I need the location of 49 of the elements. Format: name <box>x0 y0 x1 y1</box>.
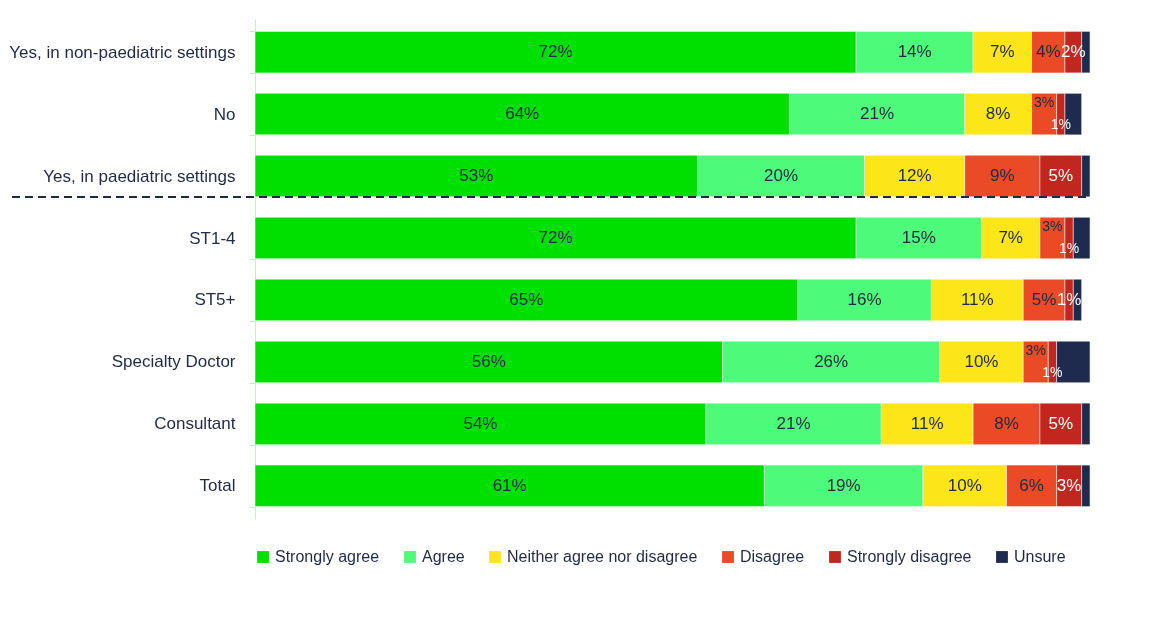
data-label: 26% <box>814 351 849 371</box>
data-label: 8% <box>985 104 1011 124</box>
y-tick-label: ST5+ <box>194 290 236 310</box>
data-label: 6% <box>1019 475 1044 495</box>
data-label: 16% <box>847 289 882 309</box>
data-label: 9% <box>990 166 1015 186</box>
y-tick-label: Yes, in paediatric settings <box>43 166 236 186</box>
y-tick-label: Yes, in non-paediatric settings <box>9 42 236 62</box>
data-label: 20% <box>764 166 799 186</box>
data-label: 72% <box>538 42 573 62</box>
data-label: 3% <box>1056 475 1082 495</box>
data-label: 12% <box>897 166 932 186</box>
data-label: 65% <box>509 289 544 309</box>
data-label: 21% <box>776 413 811 433</box>
data-label: 54% <box>463 413 498 433</box>
data-label: 3% <box>1042 218 1063 235</box>
legend-label: Strongly agree <box>275 548 380 565</box>
data-label: 56% <box>471 351 506 371</box>
legend-label: Disagree <box>740 548 805 565</box>
data-label: 5% <box>1048 166 1074 186</box>
data-label: 14% <box>897 42 932 62</box>
data-label: 5% <box>1048 413 1074 433</box>
data-label: 11% <box>910 413 944 433</box>
y-tick-label: Total <box>199 476 236 496</box>
data-label: 53% <box>459 166 494 186</box>
y-tick-label: Consultant <box>154 414 236 434</box>
data-label: 21% <box>860 104 895 124</box>
data-label: 7% <box>990 42 1015 62</box>
legend-label: Strongly disagree <box>847 548 972 565</box>
data-label: 5% <box>1031 289 1057 309</box>
data-label: 61% <box>492 475 527 495</box>
legend-label: Agree <box>422 548 465 565</box>
y-tick-label: No <box>213 104 236 124</box>
legend-label: Neither agree nor disagree <box>507 548 698 565</box>
legend-label: Unsure <box>1014 548 1066 565</box>
data-label: 4% <box>1035 42 1061 62</box>
y-tick-label: ST1-4 <box>189 228 236 248</box>
data-label: 7% <box>998 228 1023 248</box>
data-label: 64% <box>505 104 540 124</box>
y-tick-label: Specialty Doctor <box>111 352 236 372</box>
data-label: 3% <box>1025 341 1046 358</box>
data-label: 19% <box>826 475 861 495</box>
data-label: 10% <box>947 475 982 495</box>
data-label: 11% <box>960 289 994 309</box>
data-label: 3% <box>1033 94 1055 111</box>
data-label: 10% <box>964 351 999 371</box>
data-label: 15% <box>901 228 936 248</box>
data-label: 8% <box>994 413 1019 433</box>
data-label: 72% <box>538 228 573 248</box>
